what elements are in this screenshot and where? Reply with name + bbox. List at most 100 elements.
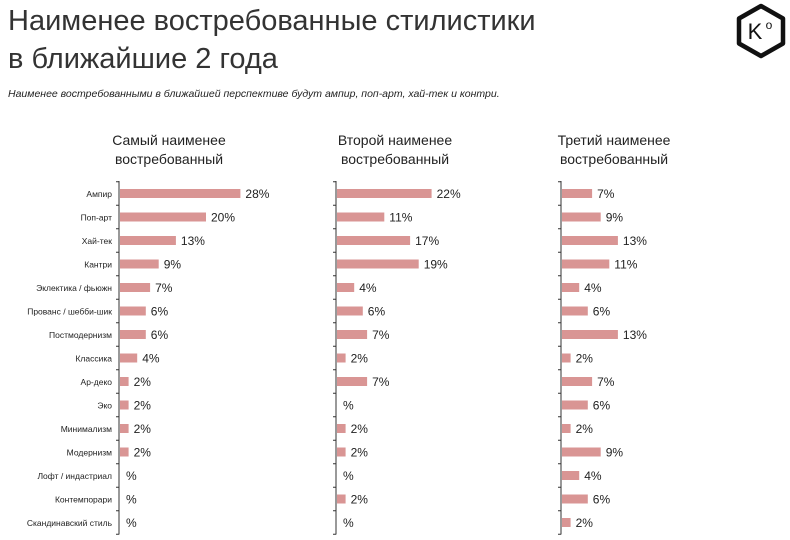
bar bbox=[120, 377, 129, 386]
category-label: Ар-деко bbox=[81, 377, 113, 387]
bar bbox=[337, 353, 346, 363]
data-label: 13% bbox=[623, 234, 647, 248]
series-title: востребованный bbox=[115, 151, 223, 167]
category-label: Кантри bbox=[84, 260, 112, 270]
data-label: 9% bbox=[606, 446, 624, 460]
data-label: 2% bbox=[576, 422, 594, 436]
data-label: 9% bbox=[164, 258, 182, 272]
data-label: 6% bbox=[593, 399, 611, 413]
bar bbox=[120, 236, 176, 245]
bar bbox=[562, 424, 571, 433]
bar bbox=[120, 306, 146, 316]
bar bbox=[562, 306, 588, 316]
series-title: Второй наименее bbox=[338, 132, 452, 148]
data-label: 2% bbox=[351, 493, 369, 507]
bar bbox=[562, 330, 618, 339]
data-label: 17% bbox=[415, 234, 439, 248]
bar bbox=[120, 283, 151, 292]
category-label: Лофт / индастриал bbox=[37, 471, 112, 481]
data-label: 7% bbox=[597, 375, 615, 389]
data-label: 2% bbox=[576, 516, 594, 530]
data-label: 2% bbox=[134, 422, 152, 436]
bar bbox=[120, 212, 206, 222]
data-label: 7% bbox=[372, 328, 390, 342]
bar bbox=[562, 236, 618, 245]
data-label: 7% bbox=[597, 187, 615, 201]
data-label: 6% bbox=[151, 305, 169, 319]
data-label: 7% bbox=[155, 281, 173, 295]
data-label: 13% bbox=[181, 234, 205, 248]
data-label: 13% bbox=[623, 328, 647, 342]
data-label: 7% bbox=[372, 375, 390, 389]
data-label: 4% bbox=[359, 281, 377, 295]
bar bbox=[562, 189, 593, 198]
category-label: Скандинавский стиль bbox=[27, 518, 113, 528]
data-label: 11% bbox=[389, 211, 412, 225]
category-label: Поп-арт bbox=[81, 213, 113, 223]
bar bbox=[120, 400, 129, 410]
page-title: Наименее востребованные стилистики в бли… bbox=[8, 2, 536, 78]
data-label: % bbox=[126, 469, 137, 483]
data-label: 4% bbox=[584, 281, 602, 295]
data-label: 2% bbox=[134, 446, 152, 460]
data-label: 6% bbox=[368, 305, 386, 319]
bar bbox=[337, 189, 432, 198]
data-label: 9% bbox=[606, 211, 624, 225]
data-label: 2% bbox=[134, 375, 152, 389]
data-label: 19% bbox=[424, 258, 448, 272]
bar bbox=[562, 283, 580, 292]
data-label: 2% bbox=[351, 446, 369, 460]
series-title: востребованный bbox=[560, 151, 668, 167]
page-title-line-2: в ближайшие 2 года bbox=[8, 43, 278, 75]
category-label: Контемпорари bbox=[55, 495, 112, 505]
category-label: Хай-тек bbox=[82, 236, 113, 246]
bar bbox=[120, 259, 159, 269]
data-label: 2% bbox=[576, 352, 594, 366]
logo-superscript: o bbox=[766, 18, 773, 32]
data-label: % bbox=[343, 516, 354, 530]
bar bbox=[120, 330, 146, 339]
data-label: 6% bbox=[151, 328, 169, 342]
bar bbox=[337, 377, 368, 386]
series-title: востребованный bbox=[341, 151, 449, 167]
category-label: Эклектика / фьюжн bbox=[36, 283, 112, 293]
series-title: Третий наименее bbox=[558, 132, 671, 148]
data-label: 6% bbox=[593, 305, 611, 319]
bar bbox=[120, 447, 129, 457]
bar bbox=[337, 306, 363, 316]
category-label: Эко bbox=[97, 401, 112, 411]
data-label: 20% bbox=[211, 211, 235, 225]
category-label: Модернизм bbox=[67, 448, 112, 458]
category-label: Минимализм bbox=[61, 424, 112, 434]
logo-icon: K o bbox=[736, 3, 786, 59]
data-label: % bbox=[343, 469, 354, 483]
data-label: 6% bbox=[593, 493, 611, 507]
bar bbox=[120, 353, 138, 363]
data-label: 22% bbox=[437, 187, 461, 201]
bar bbox=[562, 447, 601, 457]
category-label: Ампир bbox=[86, 189, 112, 199]
series-title: Самый наименее bbox=[112, 132, 226, 148]
data-label: 4% bbox=[584, 469, 602, 483]
bar bbox=[337, 330, 368, 339]
bar bbox=[337, 236, 411, 245]
logo-text: K bbox=[748, 19, 763, 44]
bar bbox=[562, 259, 610, 269]
category-label: Постмодернизм bbox=[49, 330, 112, 340]
bar bbox=[562, 212, 601, 222]
bar bbox=[337, 259, 419, 269]
bar bbox=[562, 377, 593, 386]
bar bbox=[337, 283, 355, 292]
bar bbox=[562, 353, 571, 363]
bar bbox=[562, 494, 588, 504]
data-label: 2% bbox=[134, 399, 152, 413]
data-label: 11% bbox=[614, 258, 637, 272]
bar bbox=[337, 494, 346, 504]
data-label: % bbox=[126, 516, 137, 530]
bar bbox=[120, 189, 241, 198]
data-label: 2% bbox=[351, 422, 369, 436]
category-label: Классика bbox=[75, 354, 112, 364]
bar bbox=[562, 400, 588, 410]
chart-subtitle: Наименее востребованными в ближайшей пер… bbox=[8, 88, 500, 100]
